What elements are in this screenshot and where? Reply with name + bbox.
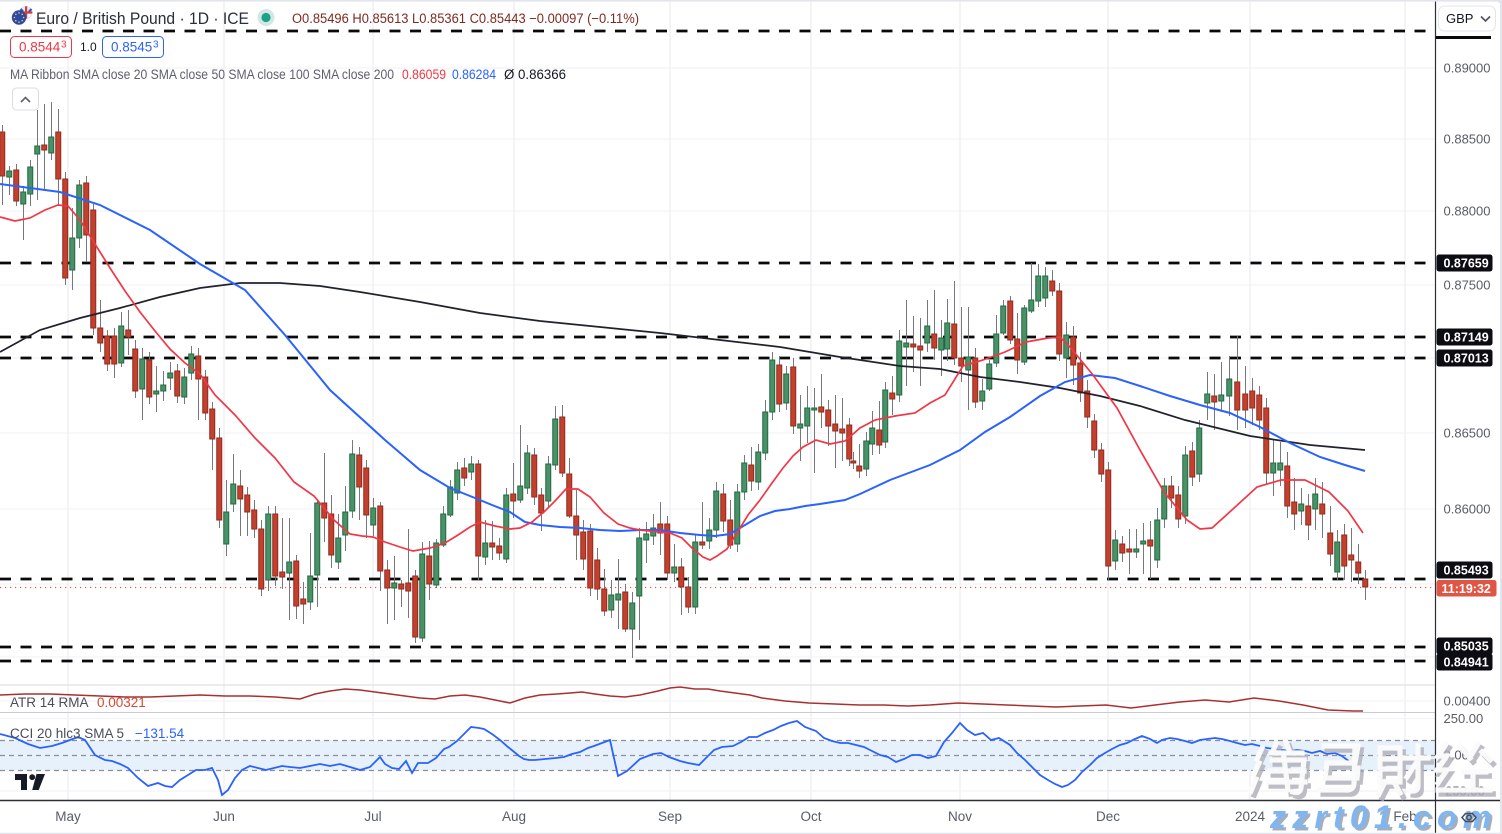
svg-text:MA Ribbon SMA close 20 SMA clo: MA Ribbon SMA close 20 SMA close 50 SMA … bbox=[10, 67, 394, 82]
svg-text:zzrt01.com: zzrt01.com bbox=[1269, 799, 1497, 834]
svg-text:0.85035: 0.85035 bbox=[1444, 640, 1489, 654]
svg-text:O0.85496 H0.85613 L0.85361 C0.: O0.85496 H0.85613 L0.85361 C0.85443 −0.0… bbox=[292, 11, 639, 26]
svg-text:11:19:32: 11:19:32 bbox=[1442, 582, 1491, 596]
svg-text:GBP: GBP bbox=[1446, 11, 1473, 26]
svg-text:0.00400: 0.00400 bbox=[1444, 694, 1491, 709]
svg-text:ATR 14 RMA: ATR 14 RMA bbox=[10, 695, 89, 710]
svg-text:Sep: Sep bbox=[658, 809, 682, 824]
svg-text:−131.54: −131.54 bbox=[135, 726, 185, 741]
svg-text:Nov: Nov bbox=[948, 809, 972, 824]
svg-text:0.00321: 0.00321 bbox=[97, 695, 146, 710]
svg-text:0.87500: 0.87500 bbox=[1444, 278, 1491, 293]
svg-text:Ø 0.86366: Ø 0.86366 bbox=[504, 67, 566, 82]
svg-text:0.89000: 0.89000 bbox=[1444, 61, 1491, 76]
svg-text:Jul: Jul bbox=[364, 809, 381, 824]
svg-text:May: May bbox=[55, 809, 81, 824]
svg-text:Jun: Jun bbox=[213, 809, 235, 824]
svg-text:0.8544: 0.8544 bbox=[19, 40, 61, 55]
svg-text:0.87149: 0.87149 bbox=[1444, 331, 1489, 345]
svg-text:0.88500: 0.88500 bbox=[1444, 132, 1491, 147]
svg-text:Dec: Dec bbox=[1096, 809, 1120, 824]
svg-text:Oct: Oct bbox=[800, 809, 821, 824]
svg-text:0.88000: 0.88000 bbox=[1444, 204, 1491, 219]
svg-text:3: 3 bbox=[61, 40, 67, 51]
svg-text:0.86284: 0.86284 bbox=[452, 67, 496, 82]
svg-text:Euro / British Pound · 1D · IC: Euro / British Pound · 1D · ICE bbox=[36, 10, 249, 28]
svg-text:Feb: Feb bbox=[1393, 809, 1416, 824]
svg-text:2024: 2024 bbox=[1235, 809, 1266, 824]
svg-text:0.8545: 0.8545 bbox=[111, 40, 152, 55]
svg-text:0.87013: 0.87013 bbox=[1444, 352, 1489, 366]
svg-text:0.87659: 0.87659 bbox=[1444, 257, 1489, 271]
svg-text:zzrt01.com: zzrt01.com bbox=[1272, 802, 1500, 834]
svg-text:CCI 20 hlc3 SMA 5: CCI 20 hlc3 SMA 5 bbox=[10, 726, 124, 741]
svg-text:0.86500: 0.86500 bbox=[1444, 426, 1491, 441]
svg-text:250.00: 250.00 bbox=[1444, 711, 1484, 726]
svg-text:1.0: 1.0 bbox=[80, 40, 97, 54]
svg-text:Aug: Aug bbox=[502, 809, 526, 824]
svg-text:0.86059: 0.86059 bbox=[402, 67, 446, 82]
svg-text:0.86000: 0.86000 bbox=[1444, 502, 1491, 517]
svg-text:0.85493: 0.85493 bbox=[1444, 564, 1489, 578]
svg-text:3: 3 bbox=[153, 40, 159, 51]
svg-text:0.84941: 0.84941 bbox=[1444, 656, 1489, 670]
